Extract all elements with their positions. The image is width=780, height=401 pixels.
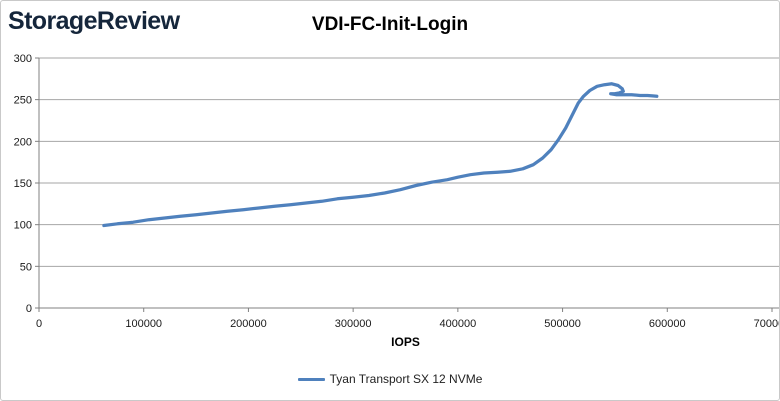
x-tick-label: 600000 <box>649 318 686 330</box>
y-tick-label: 100 <box>14 220 32 232</box>
x-tick-label: 0 <box>36 318 42 330</box>
y-tick-label: 200 <box>14 136 32 148</box>
storagereview-logo: StorageReview <box>8 7 180 35</box>
legend-line-swatch <box>297 377 325 381</box>
x-tick-label: 300000 <box>335 318 372 330</box>
chart-legend: Tyan Transport SX 12 NVMe <box>1 370 779 388</box>
series-line <box>102 82 659 228</box>
legend-series-label: Tyan Transport SX 12 NVMe <box>329 372 483 386</box>
y-tick-label: 300 <box>14 53 32 65</box>
x-tick-label: 500000 <box>544 318 581 330</box>
y-tick-label: 50 <box>20 261 32 273</box>
y-tick-label: 150 <box>14 178 32 190</box>
x-tick-label: 200000 <box>230 318 267 330</box>
y-tick-label: 0 <box>26 303 32 315</box>
x-tick-label: 100000 <box>125 318 162 330</box>
x-tick-label: 700000 <box>754 318 780 330</box>
x-tick-label: 400000 <box>439 318 476 330</box>
y-tick-label: 250 <box>14 95 32 107</box>
chart-title: VDI-FC-Init-Login <box>311 14 469 35</box>
x-axis-title: IOPS <box>391 335 420 349</box>
